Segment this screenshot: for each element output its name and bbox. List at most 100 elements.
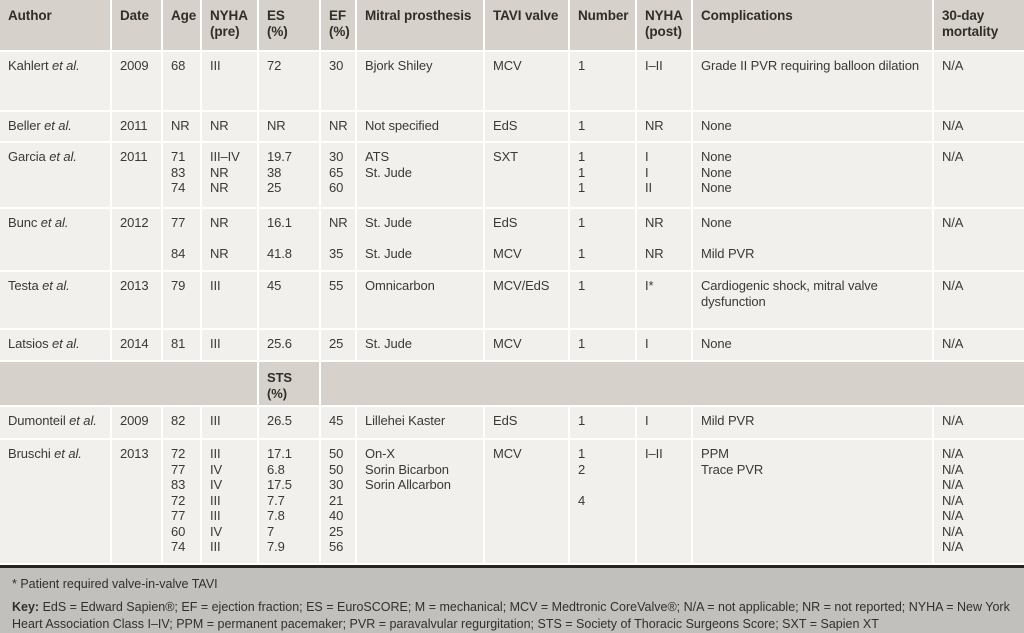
column-header-label: Complications [701,8,793,23]
cell-mortality: N/A [934,112,1024,141]
author-line: Bunc et al. [8,215,106,231]
author-etal: et al. [44,118,72,133]
cell-age: 81 [163,330,202,360]
author-name: Garcia [8,149,46,164]
cell-es: 16.1 41.8 [259,209,321,270]
author-line: Dumonteil et al. [8,413,106,429]
cell-age: 72 77 83 72 77 60 74 [163,440,202,563]
author-etal: et al. [42,278,70,293]
column-header-date: Date [112,0,163,50]
cell-mortality: N/A [934,407,1024,438]
cell-mitral-prosthesis: Lillehei Kaster [357,407,485,438]
cell-nyha-post: NR NR [637,209,693,270]
column-header-label: TAVI valve [493,8,559,23]
cell-author: Kahlert et al. [0,52,112,110]
column-header-mitral-prosthesis: Mitral prosthesis [357,0,485,50]
cell-complications: None [693,330,934,360]
cell-number: 1 [570,112,637,141]
sts-spacer-cell [0,362,259,405]
column-header-ef: EF (%) [321,0,357,50]
cell-complications: Grade II PVR requiring balloon dilation [693,52,934,110]
column-header-nyha-pre: NYHA (pre) [202,0,259,50]
sts-spacer-cell [321,362,1024,405]
author-line: Kahlert et al. [8,58,106,74]
table-header-row: Author Date Age NYHA (pre) ES (%) EF (%) Mitral p… [0,0,1024,52]
table-footer: * Patient required valve-in-valve TAVI K… [0,568,1024,633]
author-name: Bruschi [8,446,51,461]
cell-ef: NR 35 [321,209,357,270]
cell-ef: 30 [321,52,357,110]
column-header-es: ES (%) [259,0,321,50]
table-row-garcia: Garcia et al. 2011 71 83 74 III–IV NR NR 19.7 38 2… [0,143,1024,209]
cell-age: 79 [163,272,202,328]
table-row-latsios: Latsios et al. 2014 81 III 25.6 25 St. Jude MCV… [0,330,1024,362]
cell-author: Bruschi et al. [0,440,112,563]
sts-subheader-cell: STS (%) [259,362,321,405]
column-header-label: 30-day [942,8,985,23]
author-etal: et al. [52,336,80,351]
cell-es: 26.5 [259,407,321,438]
column-header-label: NYHA [210,8,248,23]
cell-number: 1 [570,330,637,360]
author-line: Bruschi et al. [8,446,106,462]
cell-mortality: N/A [934,143,1024,207]
column-header-label: Mitral prosthesis [365,8,472,23]
author-line: Beller et al. [8,118,106,134]
cell-author: Dumonteil et al. [0,407,112,438]
author-etal: et al. [69,413,97,428]
column-header-age: Age [163,0,202,50]
study-table: Author Date Age NYHA (pre) ES (%) EF (%) Mitral p… [0,0,1024,565]
cell-tavi-valve: MCV [485,440,570,563]
cell-nyha-post: I [637,330,693,360]
column-header-complications: Complications [693,0,934,50]
author-name: Dumonteil [8,413,66,428]
column-header-nyha-post: NYHA (post) [637,0,693,50]
key-text: EdS = Edward Sapien®; EF = ejection frac… [12,600,1010,631]
column-header-label: (pre) [210,24,240,39]
cell-nyha-pre: NR [202,112,259,141]
cell-author: Beller et al. [0,112,112,141]
author-etal: et al. [54,446,82,461]
cell-mortality: N/A [934,209,1024,270]
cell-nyha-pre: III–IV NR NR [202,143,259,207]
cell-nyha-post: I I II [637,143,693,207]
cell-nyha-post: NR [637,112,693,141]
cell-mitral-prosthesis: Bjork Shiley [357,52,485,110]
cell-tavi-valve: EdS MCV [485,209,570,270]
cell-tavi-valve: SXT [485,143,570,207]
cell-date: 2009 [112,52,163,110]
column-header-label: Number [578,8,629,23]
cell-number: 1 [570,407,637,438]
column-header-label: ES [267,8,285,23]
column-header-label: Date [120,8,149,23]
cell-nyha-post: I [637,407,693,438]
cell-es: 72 [259,52,321,110]
cell-mortality: N/A N/A N/A N/A N/A N/A N/A [934,440,1024,563]
cell-date: 2012 [112,209,163,270]
cell-es: 45 [259,272,321,328]
column-header-label: (post) [645,24,682,39]
cell-complications: Mild PVR [693,407,934,438]
cell-es: 19.7 38 25 [259,143,321,207]
cell-tavi-valve: MCV/EdS [485,272,570,328]
cell-age: 82 [163,407,202,438]
author-name: Kahlert [8,58,49,73]
cell-mitral-prosthesis: Omnicarbon [357,272,485,328]
cell-tavi-valve: EdS [485,407,570,438]
table-row-kahlert: Kahlert et al. 2009 68 III 72 30 Bjork Shiley M… [0,52,1024,112]
cell-author: Garcia et al. [0,143,112,207]
cell-ef: 30 65 60 [321,143,357,207]
cell-mortality: N/A [934,272,1024,328]
table-row-bruschi: Bruschi et al. 2013 72 77 83 72 77 60 74 III IV IV I… [0,440,1024,565]
cell-complications: None Mild PVR [693,209,934,270]
cell-date: 2011 [112,112,163,141]
column-header-mortality: 30-day mortality [934,0,1024,50]
cell-es: 17.1 6.8 17.5 7.7 7.8 7 7.9 [259,440,321,563]
author-line: Testa et al. [8,278,106,294]
cell-age: 71 83 74 [163,143,202,207]
cell-mortality: N/A [934,330,1024,360]
cell-nyha-pre: III [202,330,259,360]
